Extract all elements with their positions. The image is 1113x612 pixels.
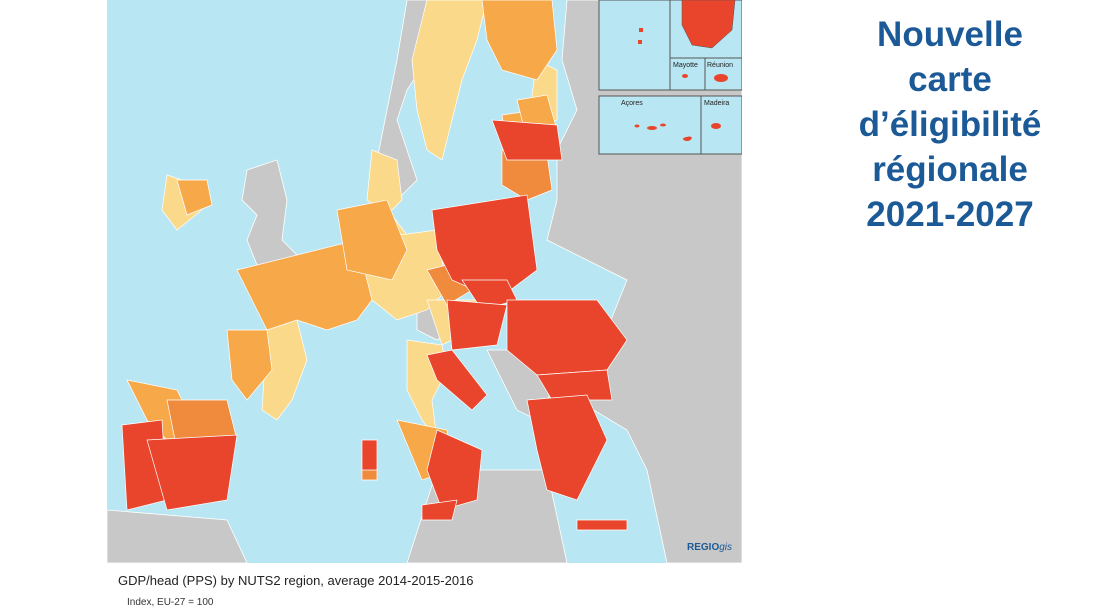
map-caption: GDP/head (PPS) by NUTS2 region, average …: [118, 573, 474, 588]
northern-ireland: [176, 179, 213, 216]
map-caption-subtitle: Index, EU-27 = 100: [127, 597, 214, 608]
europe-map-svg: Mayotte Réunion Açores Madeira REGIOgis: [107, 0, 742, 563]
bulgaria: [536, 369, 613, 401]
title-line: régionale: [872, 150, 1028, 189]
less-developed-regions: [121, 119, 628, 531]
map-insets: Mayotte Réunion Açores Madeira: [598, 0, 742, 155]
page-title: Nouvelle carte d’éligibilité régionale 2…: [800, 12, 1100, 237]
inset-label-madeira: Madeira: [704, 100, 729, 107]
south-italy: [426, 429, 483, 511]
eligibility-map: Mayotte Réunion Açores Madeira REGIOgis: [107, 0, 742, 563]
denmark: [366, 149, 403, 216]
regiogis-logo: REGIOgis: [687, 542, 732, 553]
title-line: d’éligibilité: [858, 105, 1042, 144]
inset-label-reunion: Réunion: [707, 62, 733, 69]
mayotte-shape: [682, 74, 688, 78]
title-line: 2021-2027: [866, 195, 1034, 234]
crete: [576, 519, 628, 531]
croatia: [426, 349, 488, 411]
germany-west: [336, 199, 408, 281]
hungary: [446, 299, 508, 351]
sardinia: [361, 439, 378, 471]
guyane: [681, 0, 736, 49]
morocco: [107, 509, 248, 563]
title-line: Nouvelle: [877, 15, 1023, 54]
inset-label-acores: Açores: [621, 100, 643, 107]
sicily: [421, 499, 458, 521]
reunion-shape: [714, 74, 728, 82]
inset-label-mayotte: Mayotte: [673, 62, 698, 69]
title-line: carte: [908, 60, 992, 99]
latvia: [491, 119, 563, 161]
france-west: [226, 329, 273, 401]
spain-south: [146, 434, 238, 511]
sweden: [411, 0, 488, 161]
greece: [526, 394, 608, 501]
finland: [481, 0, 558, 81]
